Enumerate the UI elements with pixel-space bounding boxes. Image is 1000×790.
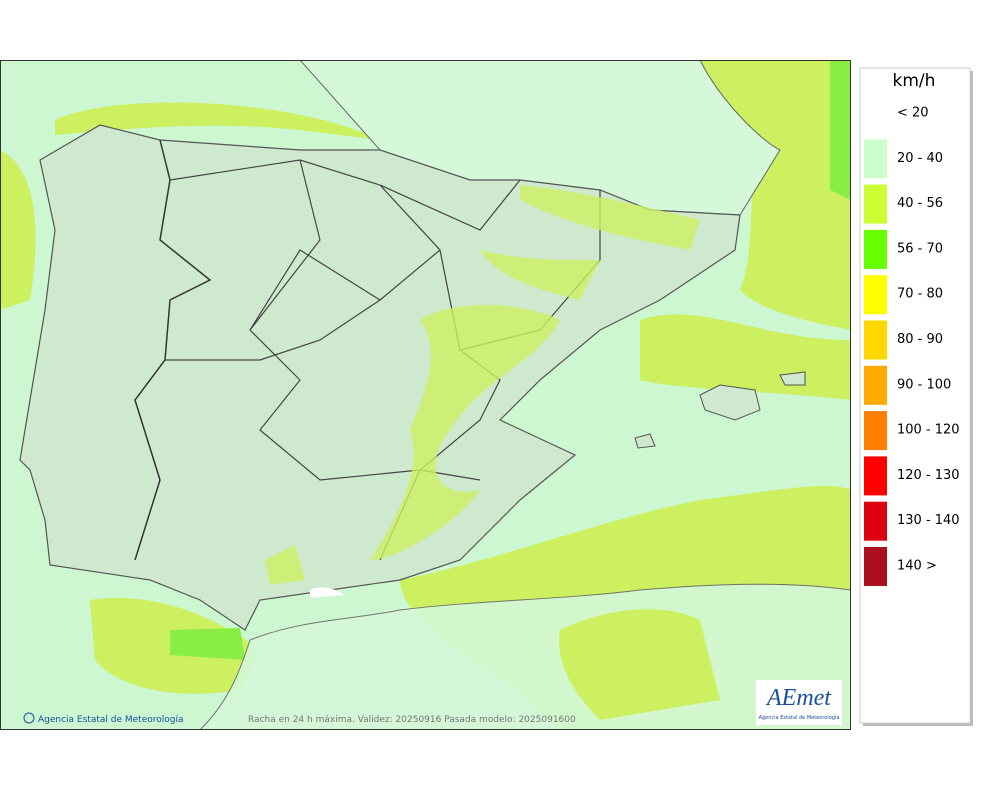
legend-swatch bbox=[864, 365, 887, 405]
legend: < 20 20 - 40 40 - 56 56 - 70 70 - 80 80 - 90 9… bbox=[864, 106, 960, 586]
legend-label: 70 - 80 bbox=[897, 287, 943, 302]
legend-label: 140 > bbox=[897, 559, 937, 574]
island bbox=[779, 371, 806, 386]
wind-zone bbox=[55, 102, 380, 140]
legend-swatch bbox=[864, 139, 887, 179]
legend-label: 100 - 120 bbox=[897, 423, 960, 438]
logo-subtitle: Agencia Estatal de Meteorología bbox=[759, 714, 840, 721]
wind-zone bbox=[559, 609, 720, 720]
map-frame bbox=[0, 60, 851, 730]
legend-label: 90 - 100 bbox=[897, 377, 951, 392]
legend-swatch bbox=[864, 184, 887, 224]
caption: Racha en 24 h máxima. Validez: 20250916 … bbox=[248, 715, 576, 725]
legend-swatch bbox=[864, 229, 887, 269]
iberia bbox=[19, 124, 741, 631]
wind-zone bbox=[370, 305, 560, 560]
credit: Agencia Estatal de Meteorología bbox=[38, 715, 184, 725]
copyright-icon bbox=[23, 712, 35, 724]
wind-zone bbox=[480, 250, 600, 300]
logo-box bbox=[756, 680, 842, 725]
cloud-mask bbox=[310, 587, 345, 598]
legend-swatch bbox=[864, 456, 887, 496]
legend-swatch bbox=[864, 275, 887, 315]
map: Agencia Estatal de Meteorología Racha en… bbox=[0, 60, 851, 730]
legend-label: 56 - 70 bbox=[897, 241, 943, 256]
legend-label: < 20 bbox=[897, 106, 929, 121]
legend-label: 120 - 130 bbox=[897, 468, 960, 483]
legend-label: 20 - 40 bbox=[897, 151, 943, 166]
legend-label: 130 - 140 bbox=[897, 513, 960, 528]
wind-zone bbox=[0, 150, 36, 310]
island bbox=[634, 433, 656, 449]
wind-zone bbox=[520, 185, 700, 250]
legend-swatch bbox=[864, 320, 887, 360]
wind-zone bbox=[170, 628, 245, 660]
legend-label: 40 - 56 bbox=[897, 196, 943, 211]
legend-swatch bbox=[864, 411, 887, 451]
logo-brand: AEmet bbox=[765, 685, 832, 711]
border bbox=[134, 139, 212, 561]
island bbox=[699, 384, 761, 421]
wind-zone bbox=[265, 545, 305, 585]
legend-swatch bbox=[864, 501, 887, 541]
legend-swatch bbox=[864, 547, 887, 586]
legend-unit: km/h bbox=[893, 71, 936, 91]
wind-zone bbox=[830, 60, 851, 200]
legend-label: 80 - 90 bbox=[897, 332, 943, 347]
